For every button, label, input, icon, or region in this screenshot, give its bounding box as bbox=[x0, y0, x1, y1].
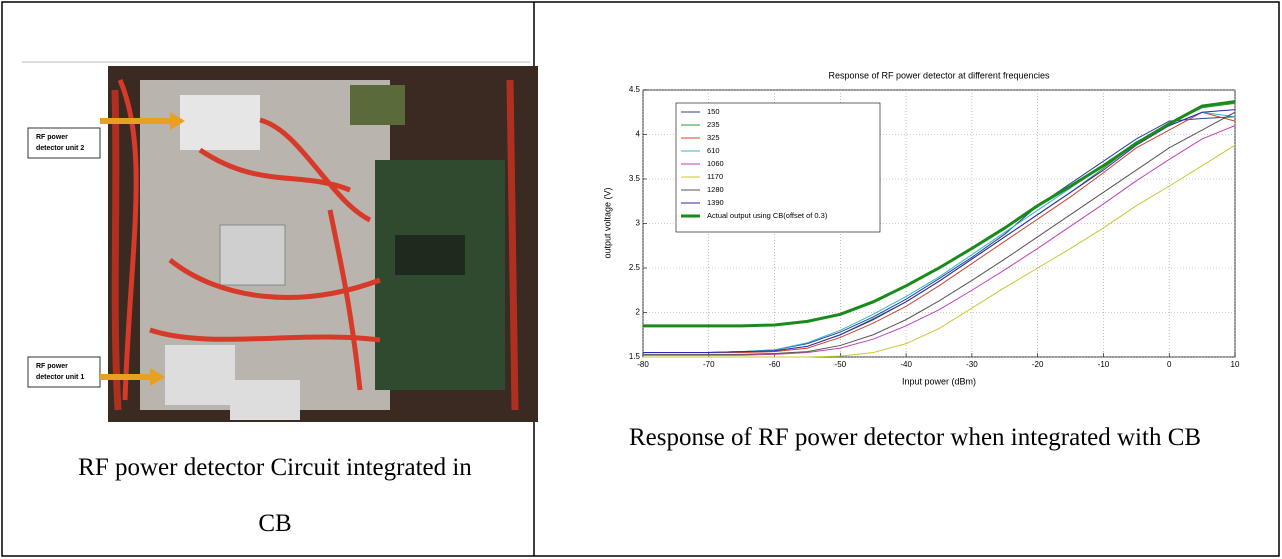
legend-label: 325 bbox=[707, 133, 720, 142]
x-tick-label: -80 bbox=[637, 360, 649, 369]
x-tick-label: -30 bbox=[966, 360, 978, 369]
y-tick-label: 1.5 bbox=[629, 352, 641, 361]
series-line bbox=[643, 111, 1236, 355]
series-line bbox=[643, 125, 1236, 356]
x-tick-label: -50 bbox=[835, 360, 847, 369]
series-line bbox=[643, 111, 1236, 354]
y-tick-label: 2.5 bbox=[629, 263, 641, 272]
photo: RF power detector unit 2 RF power detect… bbox=[22, 61, 538, 422]
y-tick-label: 2 bbox=[636, 308, 641, 317]
legend-label: 1060 bbox=[707, 159, 724, 168]
legend-label: Actual output using CB(offset of 0.3) bbox=[707, 211, 828, 220]
x-tick-label: 0 bbox=[1167, 360, 1172, 369]
series-line bbox=[643, 100, 1236, 328]
legend-label: 1170 bbox=[707, 172, 723, 181]
series-line bbox=[643, 144, 1236, 358]
x-tick-label: -40 bbox=[900, 360, 912, 369]
x-tick-label: -60 bbox=[769, 360, 781, 369]
caption: Response of RF power detector when integ… bbox=[628, 424, 1202, 451]
photo-label: detector unit 1 bbox=[36, 374, 84, 381]
caption: RF power detector Circuit integrated in … bbox=[78, 454, 472, 537]
x-tick-label: -10 bbox=[1098, 360, 1110, 369]
y-axis-label: output voltage (V) bbox=[602, 187, 612, 258]
chart-title: Response of RF power detector at differe… bbox=[829, 70, 1050, 80]
photo-label: RF power bbox=[36, 363, 68, 370]
y-tick-label: 4.5 bbox=[629, 85, 641, 94]
legend-label: 1390 bbox=[707, 198, 724, 207]
y-tick-label: 3.5 bbox=[629, 174, 641, 183]
photo-label: RF power bbox=[36, 134, 68, 141]
legend-label: 150 bbox=[707, 107, 720, 116]
y-tick-label: 3 bbox=[636, 219, 641, 228]
legend-label: 1280 bbox=[707, 185, 724, 194]
legend-label: 235 bbox=[707, 120, 720, 129]
photo-label: detector unit 2 bbox=[36, 145, 84, 152]
y-tick-label: 4 bbox=[636, 130, 641, 139]
x-axis-label: Input power (dBm) bbox=[902, 376, 976, 386]
legend-label: 610 bbox=[707, 146, 720, 155]
x-tick-label: -70 bbox=[703, 360, 715, 369]
x-tick-label: -20 bbox=[1032, 360, 1044, 369]
legend-box bbox=[675, 102, 881, 233]
x-tick-label: 10 bbox=[1231, 360, 1240, 369]
